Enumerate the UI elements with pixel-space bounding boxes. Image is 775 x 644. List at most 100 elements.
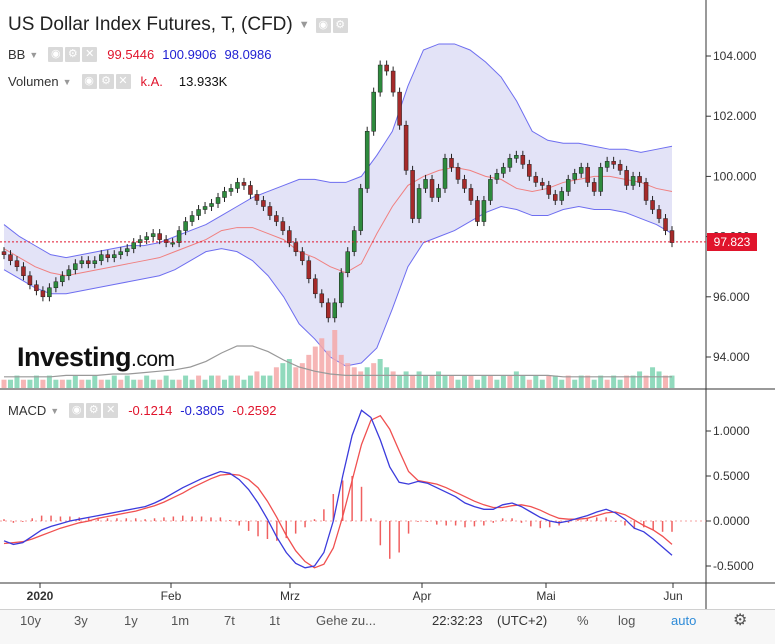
candle-body [319, 293, 325, 304]
candle-body [488, 179, 493, 201]
candle-body [578, 167, 584, 174]
candle-body [79, 260, 85, 264]
percent-toggle[interactable]: % [577, 613, 589, 628]
close-icon[interactable]: ✕ [103, 403, 119, 418]
volume-value-2: 13.933K [178, 74, 228, 89]
volume-bar [98, 379, 104, 388]
timezone-label[interactable]: (UTC+2) [497, 613, 548, 628]
volume-bar [533, 375, 539, 388]
close-icon[interactable]: ✕ [115, 74, 131, 89]
volume-bar [222, 379, 228, 388]
gear-icon[interactable]: ⚙ [65, 47, 81, 62]
candle-body [462, 179, 467, 189]
volume-bar [20, 379, 26, 388]
period-10y-button[interactable]: 10y [20, 613, 41, 628]
volume-bar [150, 379, 156, 388]
auto-toggle[interactable]: auto [671, 613, 697, 628]
candle-body [105, 254, 111, 258]
volume-bar [137, 379, 143, 388]
period-7t-button[interactable]: 7t [224, 613, 235, 628]
price-tick-label: 100.000 [713, 169, 757, 183]
candle-body [53, 281, 59, 289]
volume-bar [260, 375, 266, 388]
bb-upper-value: 100.9906 [162, 47, 217, 62]
eye-icon[interactable]: ◉ [69, 403, 85, 418]
volume-bar [254, 371, 260, 388]
macd-y-axis: 1.0000 0.5000 0.0000 -0.5000 [706, 424, 754, 573]
candle-body [124, 248, 130, 252]
volume-bar [33, 375, 39, 388]
volume-bar [617, 379, 623, 388]
volume-bar [578, 375, 584, 388]
close-icon[interactable]: ✕ [82, 47, 98, 62]
candle-body [222, 191, 227, 198]
period-3y-button[interactable]: 3y [74, 613, 88, 628]
chevron-down-icon[interactable]: ▼ [29, 49, 39, 60]
bb-lower-value: 98.0986 [224, 47, 272, 62]
candle-body [131, 242, 136, 249]
eye-icon[interactable]: ◉ [48, 47, 64, 62]
candle-body [468, 188, 474, 201]
candle-body [92, 260, 98, 264]
volume-bar [7, 379, 13, 388]
volume-label: Volumen [8, 74, 59, 89]
volume-bar [338, 354, 344, 388]
macd-tick-label: 1.0000 [713, 424, 750, 438]
volume-bar [468, 375, 474, 388]
candle-body [403, 124, 409, 171]
log-toggle[interactable]: log [618, 613, 636, 628]
volume-bar [286, 359, 292, 388]
eye-icon[interactable]: ◉ [315, 17, 331, 33]
eye-icon[interactable]: ◉ [81, 74, 97, 89]
gear-icon[interactable]: ⚙ [733, 612, 748, 629]
candle-body [617, 164, 623, 171]
candle-body [345, 251, 350, 273]
candle-body [66, 269, 72, 276]
chart-title-row: US Dollar Index Futures, T, (CFD) ▼ ◉ ⚙ [8, 14, 350, 36]
chevron-down-icon[interactable]: ▼ [50, 405, 60, 416]
volume-bar [669, 375, 675, 388]
candle-body [34, 284, 39, 292]
period-1t-button[interactable]: 1t [269, 613, 280, 628]
gear-icon[interactable]: ⚙ [86, 403, 102, 418]
candle-body [21, 266, 26, 276]
volume-bar [53, 379, 59, 388]
candle-body [630, 176, 636, 186]
candle-body [540, 182, 545, 186]
period-1m-button[interactable]: 1m [171, 613, 190, 628]
candle-body [267, 206, 273, 216]
candle-body [455, 167, 461, 180]
volume-bar [364, 367, 370, 388]
candle-body [371, 91, 376, 132]
title-dropdown-icon[interactable]: ▼ [298, 19, 310, 31]
candle-body [73, 263, 78, 270]
candle-body [209, 203, 214, 207]
candle-body [481, 200, 487, 222]
volume-bar [280, 363, 286, 388]
volume-bar [552, 375, 558, 388]
gear-icon[interactable]: ⚙ [98, 74, 114, 89]
candle-body [553, 194, 558, 201]
candle-body [86, 260, 91, 264]
candle-body [274, 215, 279, 222]
volume-bar [189, 379, 195, 388]
bb-lower-line [3, 205, 673, 367]
bb-upper-line [3, 43, 673, 259]
volume-bar [247, 375, 253, 388]
price-tick-label: 104.000 [713, 49, 757, 63]
volume-bar [520, 375, 526, 388]
period-1y-button[interactable]: 1y [124, 613, 138, 628]
price-tick-label: 96.000 [713, 290, 750, 304]
candle-body [293, 242, 299, 252]
volume-bar [163, 375, 169, 388]
candle-body [163, 239, 169, 243]
volume-bar [377, 359, 383, 388]
gear-icon[interactable]: ⚙ [332, 17, 348, 33]
volume-bar [215, 375, 221, 388]
candle-body [144, 236, 149, 240]
time-x-axis: 2020 Feb Mrz Apr Mai Jun [27, 583, 683, 603]
candle-body [254, 194, 260, 201]
chevron-down-icon[interactable]: ▼ [62, 76, 72, 87]
goto-date-button[interactable]: Gehe zu... [316, 613, 376, 628]
macd-value-3: -0.2592 [232, 403, 277, 418]
